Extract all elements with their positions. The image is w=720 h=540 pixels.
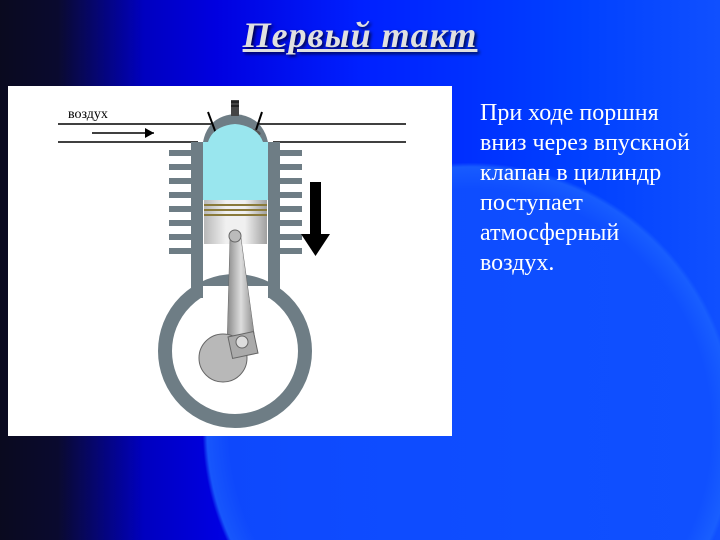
air-label: воздух — [68, 107, 108, 122]
engine-svg: воздух — [8, 86, 452, 436]
engine-diagram: воздух — [8, 86, 452, 436]
page-title: Первый такт — [0, 14, 720, 56]
crankshaft — [199, 332, 258, 382]
air-flow-arrow — [92, 128, 154, 138]
air-in-cylinder — [203, 142, 268, 200]
piston-down-arrow — [301, 182, 330, 256]
description-text: При ходе поршня вниз через впускной клап… — [480, 98, 696, 278]
